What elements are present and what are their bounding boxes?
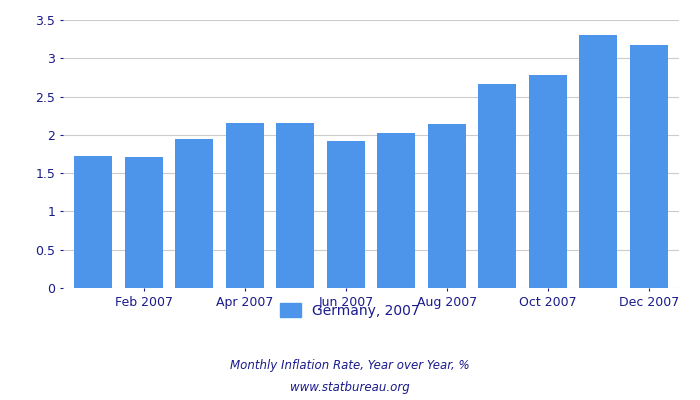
Text: www.statbureau.org: www.statbureau.org	[290, 381, 410, 394]
Bar	[226, 123, 264, 288]
Bar	[428, 124, 466, 288]
Text: Monthly Inflation Rate, Year over Year, %: Monthly Inflation Rate, Year over Year, …	[230, 360, 470, 372]
Bar	[276, 123, 314, 288]
Bar	[74, 156, 112, 288]
Bar	[125, 157, 162, 288]
Bar	[630, 44, 668, 288]
Bar	[377, 132, 415, 288]
Bar	[528, 75, 567, 288]
Bar	[580, 35, 617, 288]
Bar	[327, 141, 365, 288]
Bar	[175, 140, 214, 288]
Bar	[478, 84, 516, 288]
Legend: Germany, 2007: Germany, 2007	[274, 297, 426, 323]
